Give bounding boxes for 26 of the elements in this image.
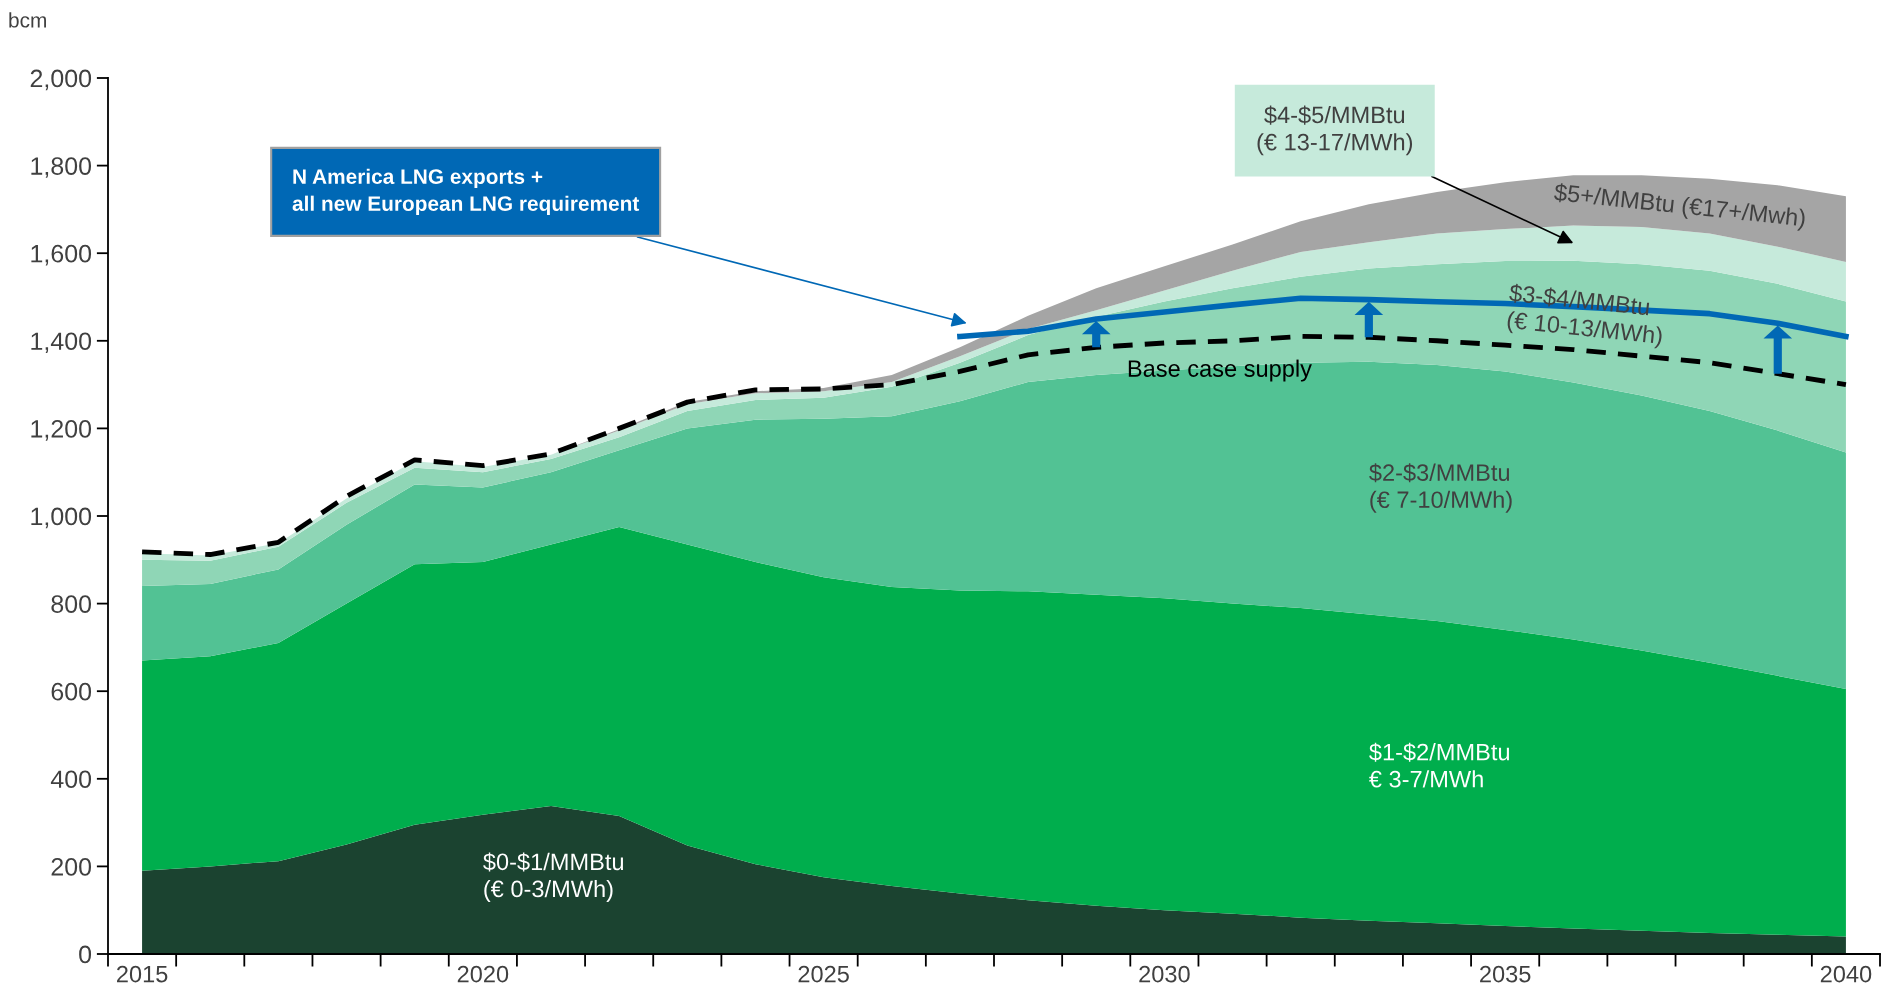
y-axis-title: bcm bbox=[9, 12, 46, 28]
y-tick-label: 1,800 bbox=[31, 157, 92, 178]
y-tick-label: 200 bbox=[51, 858, 92, 876]
y-tick-label: 800 bbox=[51, 595, 92, 613]
series-label: $0-$1/MMBtu (€ 0-3/MWh) bbox=[483, 852, 623, 902]
y-tick-label: 1,200 bbox=[31, 420, 92, 441]
text: N America LNG exports + all new European LNG requirement bbox=[292, 168, 640, 216]
x-tick-label: 2015 bbox=[117, 965, 168, 983]
series-label: Base case supply bbox=[1128, 359, 1312, 382]
x-tick-label: 2035 bbox=[1480, 965, 1531, 983]
series-label: $2-$3/MMBtu (€ 7-10/MWh) bbox=[1369, 463, 1512, 513]
y-tick-label: 1,600 bbox=[31, 244, 92, 266]
y-tick-label: 600 bbox=[51, 682, 92, 701]
y-tick-label: 1,400 bbox=[31, 332, 92, 354]
series-label: $5+/MMBtu (€17+/Mwh) bbox=[1553, 182, 1806, 232]
x-tick-label: 2020 bbox=[457, 965, 509, 983]
text: $4-$5/MMBtu (€ 13-17/MWh) bbox=[1257, 105, 1413, 156]
series-label: $3-$4/MMBtu (€ 10-13/MWh) bbox=[1506, 283, 1663, 349]
x-tick-label: 2040 bbox=[1820, 965, 1872, 983]
x-tick-label: 2025 bbox=[798, 965, 849, 983]
series-label: $1-$2/MMBtu € 3-7/MWh bbox=[1369, 742, 1509, 788]
y-tick-label: 400 bbox=[50, 770, 92, 789]
x-tick-label: 2030 bbox=[1139, 965, 1190, 983]
y-tick-label: 0 bbox=[79, 945, 92, 964]
y-tick-label: 1,000 bbox=[31, 507, 92, 529]
y-tick-label: 2,000 bbox=[30, 69, 92, 91]
